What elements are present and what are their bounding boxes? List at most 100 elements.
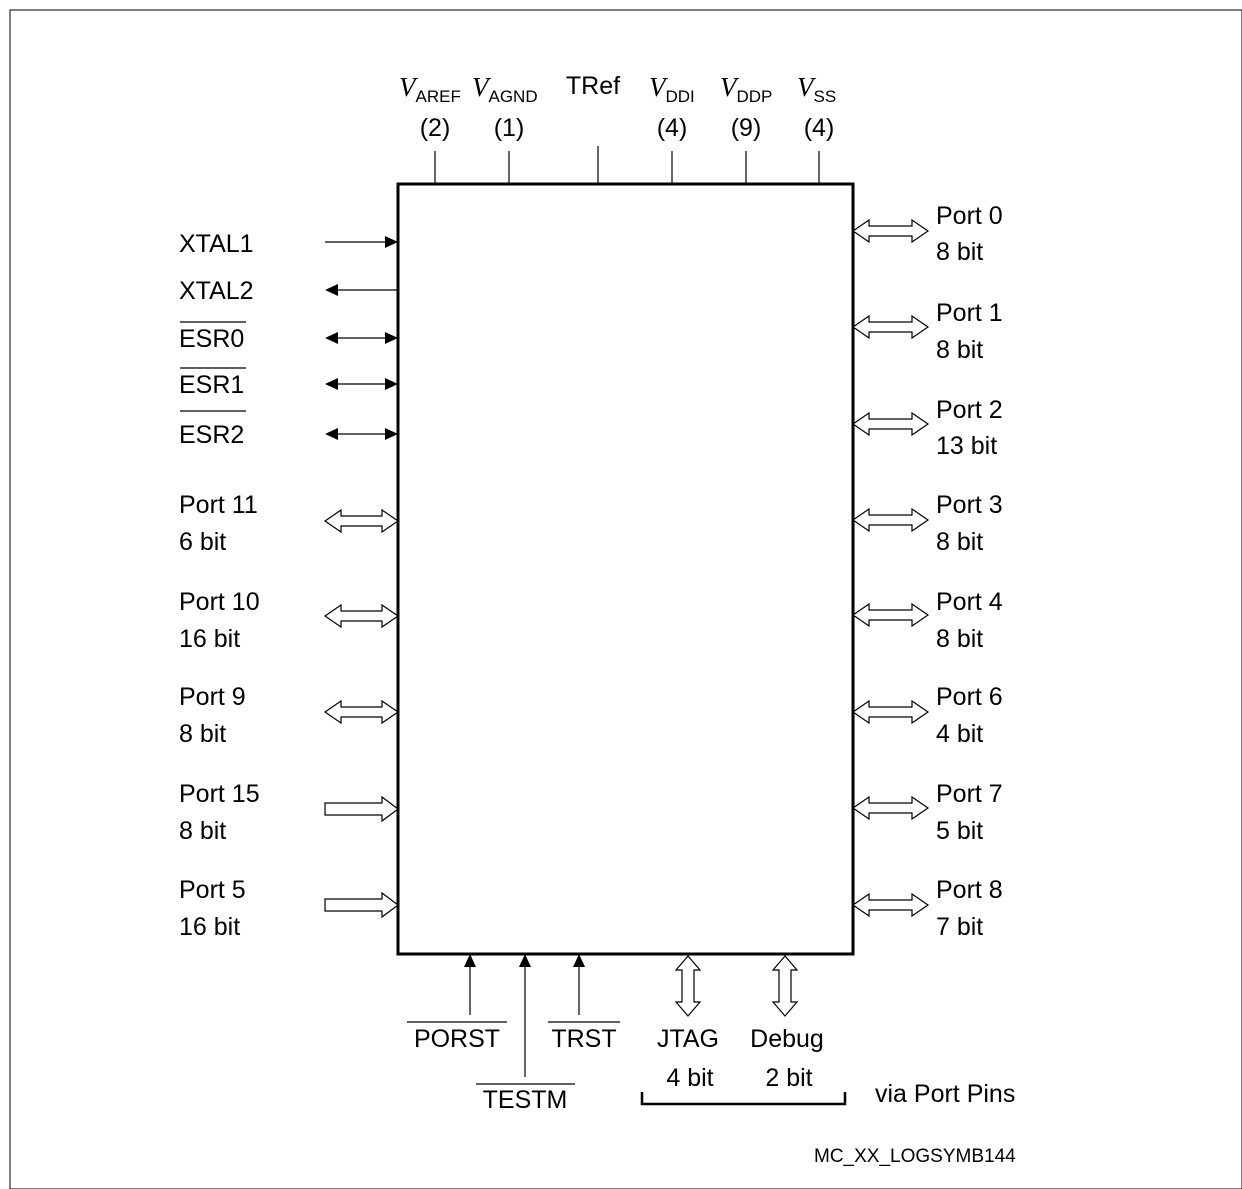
right-port-8-name: Port 8 — [936, 876, 1003, 904]
via-port-pins-label: via Port Pins — [875, 1080, 1015, 1108]
signal-trst-label: TRST — [551, 1025, 616, 1053]
input-bus-icon — [324, 795, 399, 823]
left-port-5-name: Port 5 — [179, 876, 246, 904]
power-pin-vddi-symbol: V — [649, 72, 669, 102]
arrow-right-icon — [385, 236, 398, 248]
svg-text:VAGND: VAGND — [472, 72, 538, 106]
bus-bracket — [640, 1092, 847, 1106]
right-port-7: Port 7 5 bit — [851, 780, 1003, 845]
left-port-10-name: Port 10 — [179, 588, 260, 616]
right-port-7-width: 5 bit — [936, 817, 983, 845]
power-pin-vss-symbol: V — [797, 72, 817, 102]
signal-esr2: ESR2 — [179, 410, 398, 449]
power-pin-vss: VSS (4) — [797, 72, 836, 184]
left-port-5: Port 5 16 bit — [179, 876, 399, 941]
bidirectional-bus-icon — [851, 507, 930, 533]
left-port-15-name: Port 15 — [179, 780, 260, 808]
right-port-0-width: 8 bit — [936, 238, 983, 266]
arrow-up-icon — [464, 954, 476, 967]
bus-debug-width: 2 bit — [765, 1064, 812, 1092]
power-pin-vss-subscript: SS — [814, 87, 837, 106]
arrow-left-icon — [325, 284, 338, 296]
right-port-6: Port 6 4 bit — [851, 683, 1003, 748]
right-port-7-name: Port 7 — [936, 780, 1003, 808]
power-pin-vddp-count: (9) — [731, 114, 762, 142]
power-pin-vagnd-subscript: AGND — [489, 87, 538, 106]
signal-esr2-label: ESR2 — [179, 421, 244, 449]
bidirectional-bus-icon — [851, 795, 930, 821]
power-pin-vddi-count: (4) — [657, 114, 688, 142]
left-port-11: Port 11 6 bit — [179, 491, 400, 556]
bus-jtag: JTAG 4 bit — [657, 955, 719, 1092]
signal-esr1: ESR1 — [179, 367, 398, 399]
left-port-15-width: 8 bit — [179, 817, 226, 845]
arrow-right-icon — [385, 378, 398, 390]
left-port-10: Port 10 16 bit — [179, 588, 400, 653]
signal-trst: TRST — [548, 954, 620, 1053]
power-pin-vagnd: VAGND (1) — [472, 72, 538, 184]
vertical-bidirectional-bus-icon — [771, 955, 799, 1017]
bus-jtag-width: 4 bit — [666, 1064, 713, 1092]
left-port-11-width: 6 bit — [179, 528, 226, 556]
power-pin-vddi-subscript: DDI — [666, 87, 695, 106]
right-port-2-name: Port 2 — [936, 396, 1003, 424]
right-port-0: Port 0 8 bit — [851, 202, 1003, 266]
bidirectional-bus-icon — [851, 314, 930, 340]
signal-xtal1: XTAL1 — [179, 230, 398, 258]
vertical-bidirectional-bus-icon — [674, 955, 702, 1017]
right-port-4: Port 4 8 bit — [851, 588, 1003, 653]
svg-text:VSS: VSS — [797, 72, 836, 106]
svg-text:VDDI: VDDI — [649, 72, 695, 106]
right-port-3-name: Port 3 — [936, 491, 1003, 519]
power-pin-varef-symbol: V — [399, 72, 419, 102]
right-port-8-width: 7 bit — [936, 913, 983, 941]
power-pin-vss-count: (4) — [804, 114, 835, 142]
left-port-10-width: 16 bit — [179, 625, 240, 653]
bidirectional-bus-icon — [851, 602, 930, 628]
figure-reference-id: MC_XX_LOGSYMB144 — [814, 1146, 1016, 1167]
left-port-15: Port 15 8 bit — [179, 780, 399, 845]
power-pin-vddp-symbol: V — [720, 72, 740, 102]
bus-jtag-name: JTAG — [657, 1025, 719, 1053]
left-port-9: Port 9 8 bit — [179, 683, 400, 748]
right-port-2: Port 2 13 bit — [851, 396, 1003, 460]
bidirectional-bus-icon — [323, 603, 400, 629]
signal-testm: TESTM — [476, 954, 575, 1114]
right-port-3: Port 3 8 bit — [851, 491, 1003, 556]
right-port-3-width: 8 bit — [936, 528, 983, 556]
left-port-9-width: 8 bit — [179, 720, 226, 748]
bus-debug-name: Debug — [750, 1025, 824, 1053]
left-port-5-width: 16 bit — [179, 913, 240, 941]
right-port-8: Port 8 7 bit — [851, 876, 1003, 941]
signal-esr0-label: ESR0 — [179, 325, 244, 353]
power-pin-tref-label: TRef — [566, 72, 620, 100]
signal-xtal2-label: XTAL2 — [179, 277, 254, 305]
right-port-4-name: Port 4 — [936, 588, 1003, 616]
bidirectional-bus-icon — [851, 411, 930, 437]
right-port-2-width: 13 bit — [936, 432, 997, 460]
right-port-6-name: Port 6 — [936, 683, 1003, 711]
signal-porst: PORST — [407, 954, 507, 1053]
bidirectional-bus-icon — [851, 892, 930, 918]
svg-text:VDDP: VDDP — [720, 72, 772, 106]
outer-frame — [9, 9, 1242, 1189]
signal-esr1-label: ESR1 — [179, 371, 244, 399]
arrow-up-icon — [573, 954, 585, 967]
right-port-1: Port 1 8 bit — [851, 299, 1003, 364]
power-pin-varef-subscript: AREF — [416, 87, 461, 106]
right-port-1-name: Port 1 — [936, 299, 1003, 327]
power-pin-vddi: VDDI (4) — [649, 72, 695, 184]
arrow-right-icon — [385, 428, 398, 440]
arrow-left-icon — [325, 428, 338, 440]
power-pin-vagnd-symbol: V — [472, 72, 492, 102]
signal-xtal2: XTAL2 — [179, 277, 398, 305]
chip-body — [396, 182, 855, 956]
power-pin-tref: TRef — [566, 72, 620, 184]
right-port-0-name: Port 0 — [936, 202, 1003, 230]
arrow-left-icon — [325, 332, 338, 344]
power-pin-varef-count: (2) — [420, 114, 451, 142]
signal-testm-label: TESTM — [483, 1086, 568, 1114]
arrow-right-icon — [385, 332, 398, 344]
bus-debug: Debug 2 bit — [750, 955, 824, 1092]
